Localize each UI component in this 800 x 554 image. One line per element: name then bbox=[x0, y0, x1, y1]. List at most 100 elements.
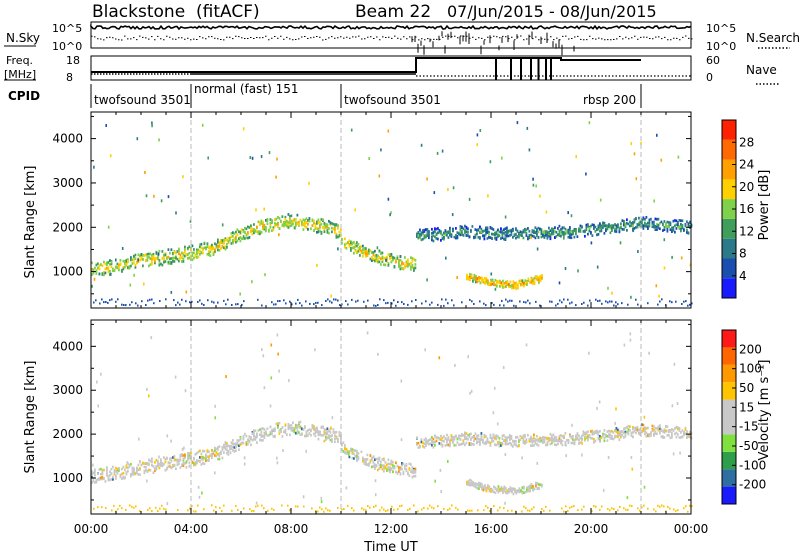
velocity-pixel bbox=[95, 480, 98, 484]
power-pixel bbox=[214, 248, 216, 252]
power-pixel bbox=[148, 252, 150, 256]
velocity-pixel bbox=[223, 446, 225, 449]
power-pixel bbox=[504, 230, 507, 234]
velocity-pixel bbox=[469, 483, 471, 487]
velocity-pixel bbox=[447, 438, 450, 441]
velocity-pixel bbox=[599, 438, 601, 441]
power-pixel bbox=[599, 198, 602, 202]
power-pixel bbox=[465, 234, 468, 237]
velocity-pixel bbox=[265, 432, 267, 436]
power-pixel bbox=[214, 250, 216, 253]
velocity-pixel bbox=[527, 509, 529, 512]
power-pixel bbox=[244, 226, 246, 230]
power-pixel bbox=[94, 266, 96, 270]
power-pixel bbox=[129, 303, 131, 306]
power-pixel bbox=[178, 247, 180, 251]
velocity-pixel bbox=[432, 442, 435, 445]
power-pixel bbox=[185, 300, 187, 303]
velocity-pixel bbox=[506, 439, 508, 443]
velocity-pixel bbox=[543, 440, 546, 444]
velocity-pixel bbox=[387, 468, 390, 472]
power-pixel bbox=[251, 280, 253, 284]
velocity-pixel bbox=[377, 457, 379, 461]
power-pixel bbox=[426, 231, 429, 235]
power-pixel bbox=[503, 237, 505, 241]
power-pixel bbox=[98, 272, 101, 276]
velocity-pixel bbox=[342, 450, 345, 453]
velocity-pixel bbox=[348, 455, 351, 459]
power-pixel bbox=[471, 225, 474, 228]
velocity-pixel bbox=[458, 443, 460, 447]
power-pixel bbox=[175, 211, 177, 215]
power-pixel bbox=[635, 177, 638, 181]
power-pixel bbox=[208, 246, 210, 250]
power-pixel bbox=[107, 261, 110, 264]
power-pixel bbox=[145, 253, 147, 257]
velocity-pixel bbox=[357, 457, 360, 461]
velocity-pixel bbox=[659, 427, 661, 430]
velocity-pixel bbox=[660, 429, 663, 432]
velocity-pixel bbox=[298, 431, 300, 434]
power-pixel bbox=[263, 207, 265, 211]
velocity-pixel bbox=[274, 427, 276, 430]
velocity-pixel bbox=[221, 456, 224, 460]
velocity-pixel bbox=[273, 508, 275, 511]
power-pixel bbox=[142, 254, 144, 257]
velocity-pixel bbox=[121, 467, 123, 471]
power-pixel bbox=[95, 269, 98, 273]
velocity-pixel bbox=[536, 434, 538, 438]
power-pixel bbox=[354, 249, 357, 253]
power-pixel bbox=[218, 240, 221, 244]
velocity-pixel bbox=[507, 509, 509, 512]
velocity-pixel bbox=[263, 386, 266, 390]
power-pixel bbox=[164, 260, 167, 263]
power-pixel bbox=[235, 235, 237, 239]
power-pixel bbox=[348, 239, 351, 243]
power-pixel bbox=[241, 237, 243, 240]
velocity-pixel bbox=[689, 435, 691, 438]
velocity-pixel bbox=[508, 490, 510, 494]
velocity-pixel bbox=[631, 467, 634, 471]
velocity-pixel bbox=[504, 442, 507, 446]
power-pixel bbox=[558, 232, 561, 235]
velocity-pixel bbox=[98, 468, 101, 471]
power-pixel bbox=[152, 252, 155, 256]
velocity-pixel bbox=[561, 443, 564, 447]
power-pixel bbox=[417, 231, 420, 235]
power-pixel bbox=[305, 226, 308, 229]
power-pixel bbox=[444, 233, 447, 237]
velocity-pixel bbox=[208, 457, 210, 460]
velocity-pixel bbox=[529, 509, 531, 512]
velocity-pixel bbox=[200, 457, 203, 461]
nsearch-tick-bottom: 10^0 bbox=[706, 40, 736, 53]
velocity-pixel bbox=[631, 505, 633, 508]
velocity-pixel bbox=[504, 501, 506, 505]
velocity-pixel bbox=[573, 442, 576, 446]
power-pixel bbox=[242, 127, 245, 131]
velocity-pixel bbox=[145, 466, 147, 469]
velocity-pixel bbox=[572, 441, 574, 445]
velocity-pixel bbox=[476, 483, 479, 486]
velocity-pixel bbox=[419, 445, 421, 449]
velocity-pixel bbox=[525, 507, 527, 510]
velocity-pixel bbox=[262, 427, 264, 430]
velocity-pixel bbox=[657, 426, 660, 430]
power-pixel bbox=[407, 258, 409, 262]
velocity-pixel bbox=[561, 507, 563, 510]
power-pixel bbox=[221, 244, 224, 248]
power-pixel bbox=[467, 277, 470, 281]
velocity-pixel bbox=[617, 431, 619, 434]
velocity-pixel bbox=[163, 463, 165, 466]
velocity-pixel bbox=[570, 441, 573, 445]
power-pixel bbox=[642, 227, 645, 230]
velocity-pixel bbox=[551, 436, 553, 439]
velocity-pixel bbox=[539, 436, 541, 440]
power-pixel bbox=[637, 303, 639, 306]
power-pixel bbox=[549, 233, 552, 236]
power-pixel bbox=[575, 229, 577, 233]
power-pixel bbox=[459, 228, 462, 231]
power-pixel bbox=[127, 260, 129, 263]
velocity-pixel bbox=[341, 448, 343, 451]
velocity-pixel bbox=[338, 430, 341, 434]
power-colorbar-tick-label: 4 bbox=[739, 269, 747, 283]
